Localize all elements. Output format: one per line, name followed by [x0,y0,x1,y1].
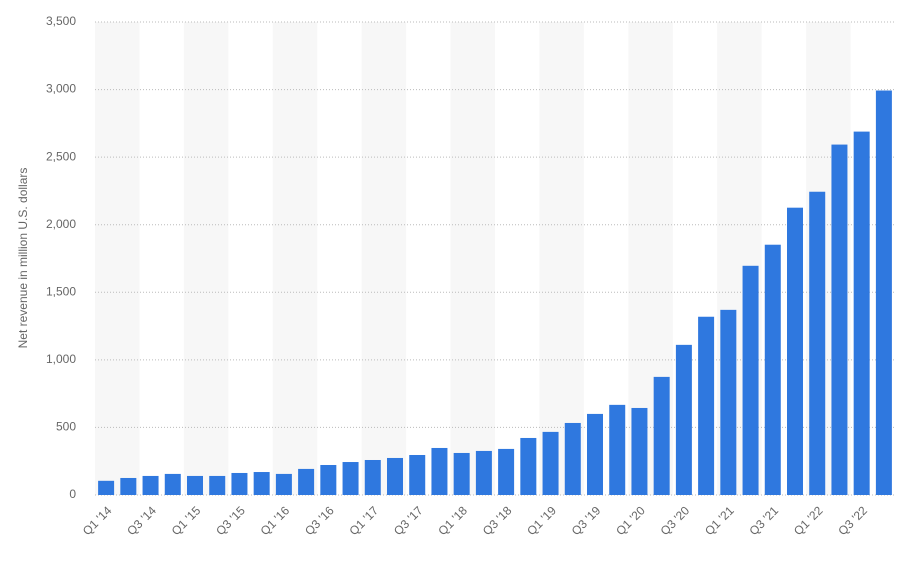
bar [475,450,492,495]
bar [787,207,803,495]
y-tick-label: 0 [69,487,76,501]
bar [231,472,248,495]
bar [275,473,292,495]
y-tick-label: 500 [56,420,76,434]
bar [809,191,826,495]
bar [342,462,359,495]
bar [875,90,892,495]
bar [253,472,270,495]
bar [187,475,203,495]
x-tick-label: Q1 '16 [258,503,293,538]
bar [675,344,692,495]
bar [431,447,448,495]
y-tick-label: 1,000 [46,352,76,366]
x-tick-label: Q3 '16 [302,503,337,538]
bar [453,452,470,495]
y-tick-label: 3,000 [46,82,76,96]
bar [698,316,715,495]
y-tick-label: 2,500 [46,149,76,163]
bar [320,464,337,495]
x-tick-label: Q1 '21 [702,503,737,538]
background-band [272,22,318,495]
bar [498,448,515,495]
x-tick-label: Q3 '18 [480,503,515,538]
bar [520,437,537,495]
bar [653,376,670,495]
x-tick-label: Q3 '15 [213,503,248,538]
bar [209,475,226,495]
bar [298,468,315,495]
background-band [183,22,229,495]
bar [142,475,159,495]
x-tick-label: Q1 '19 [524,503,559,538]
bar [609,404,626,495]
bar [742,265,759,495]
background-band [361,22,407,495]
x-tick-label: Q3 '21 [747,503,782,538]
bar [720,309,737,495]
x-tick-label: Q3 '14 [124,503,159,538]
bar [98,480,115,495]
y-tick-label: 1,500 [46,284,76,298]
y-tick-label: 3,500 [46,14,76,28]
x-tick-label: Q1 '14 [80,503,115,538]
background-bands [95,22,851,495]
background-band [95,22,140,495]
bar [409,454,426,495]
x-tick-label: Q1 '22 [791,503,826,538]
bar [853,131,870,495]
bar [564,422,581,495]
bar [587,413,603,495]
x-tick-label: Q1 '17 [347,503,382,538]
y-axis-label: Net revenue in million U.S. dollars [16,168,30,349]
bar [831,144,848,495]
bar [764,244,781,495]
background-band [450,22,495,495]
bar [364,459,381,495]
bar [120,477,137,495]
x-tick-label: Q1 '20 [613,503,648,538]
x-tick-label: Q3 '19 [569,503,604,538]
x-tick-label: Q3 '22 [835,503,870,538]
x-tick-label: Q1 '15 [169,503,204,538]
bar [631,407,648,495]
x-tick-label: Q3 '20 [658,503,693,538]
x-tick-label: Q3 '17 [391,503,426,538]
background-band [539,22,584,495]
bar [387,457,403,495]
x-tick-label: Q1 '18 [435,503,470,538]
bar [542,431,559,495]
y-tick-label: 2,000 [46,217,76,231]
bar [164,473,181,495]
